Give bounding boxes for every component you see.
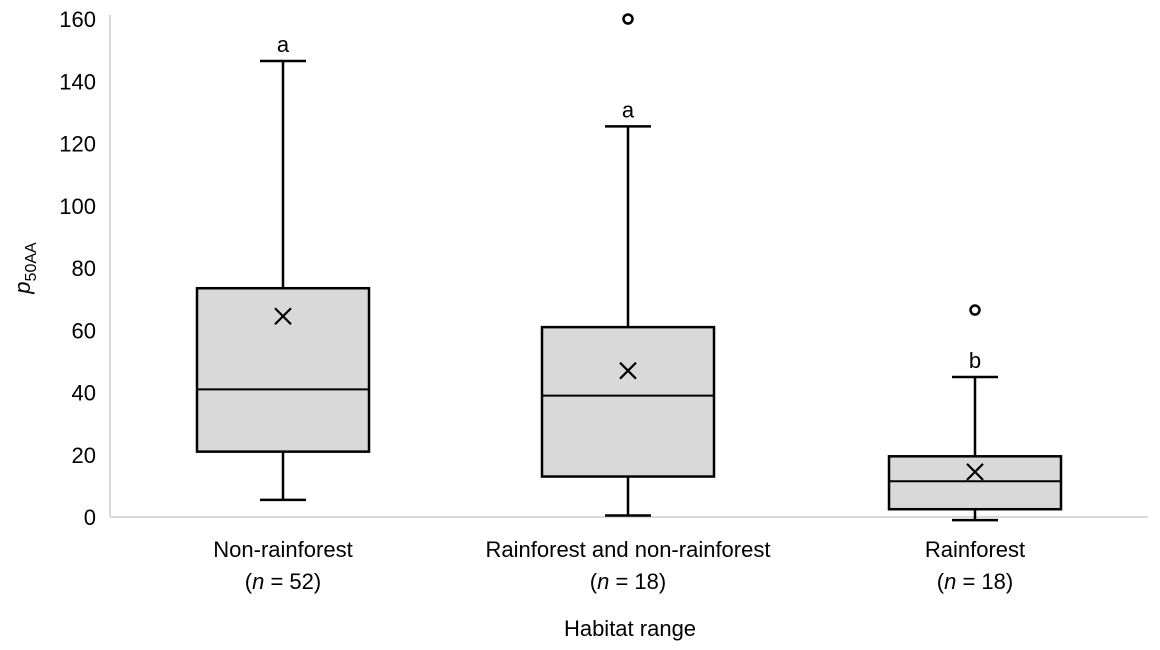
mean-marker-b [619, 361, 637, 380]
significance-letter: b [969, 348, 981, 373]
y-tick-label: 120 [59, 132, 96, 157]
n-label-symbol: n [252, 569, 264, 594]
x-category-label: Rainforest [925, 537, 1025, 562]
box-series: a a b [195, 13, 1063, 522]
n-label-symbol: n [944, 569, 956, 594]
n-label-open: ( [590, 569, 598, 594]
box-iqr [540, 325, 716, 478]
y-tick-label: 140 [59, 69, 96, 94]
x-category-labels: Non-rainforest(n = 52)Rainforest and non… [213, 537, 1025, 594]
y-tick-label: 0 [84, 505, 96, 530]
n-label-open: ( [245, 569, 253, 594]
outlier-point [622, 13, 634, 25]
box-group: a [195, 32, 371, 502]
x-category-n-label: (n = 52) [245, 569, 321, 594]
y-tick-label: 20 [72, 443, 96, 468]
n-label-value: = 18) [609, 569, 666, 594]
y-tick-label: 100 [59, 194, 96, 219]
x-category-n-label: (n = 18) [937, 569, 1013, 594]
box-iqr [887, 455, 1063, 511]
n-label-value: = 18) [956, 569, 1013, 594]
box-iqr [195, 286, 371, 453]
y-axis-title: p50AA [10, 242, 40, 295]
box-group: b [887, 304, 1063, 522]
y-tick-label: 60 [72, 318, 96, 343]
x-axis-title: Habitat range [564, 616, 696, 641]
box-group: a [540, 13, 716, 517]
x-category-label: Rainforest and non-rainforest [486, 537, 771, 562]
n-label-value: = 52) [264, 569, 321, 594]
y-tick-label: 160 [59, 7, 96, 32]
x-category-label: Non-rainforest [213, 537, 352, 562]
y-tick-label: 80 [72, 256, 96, 281]
x-category-n-label: (n = 18) [590, 569, 666, 594]
y-axis-title-base: p [10, 281, 35, 294]
n-label-open: ( [937, 569, 945, 594]
outlier-point [969, 304, 981, 316]
significance-letter: a [277, 32, 290, 57]
y-axis: 0 20 40 60 80 100 120 140 160 [59, 7, 111, 530]
n-label-symbol: n [597, 569, 609, 594]
mean-marker-b [966, 463, 984, 481]
y-axis-title-subscript: 50AA [23, 242, 40, 281]
mean-marker-b [274, 307, 292, 326]
y-tick-label: 40 [72, 381, 96, 406]
significance-letter: a [622, 97, 635, 122]
